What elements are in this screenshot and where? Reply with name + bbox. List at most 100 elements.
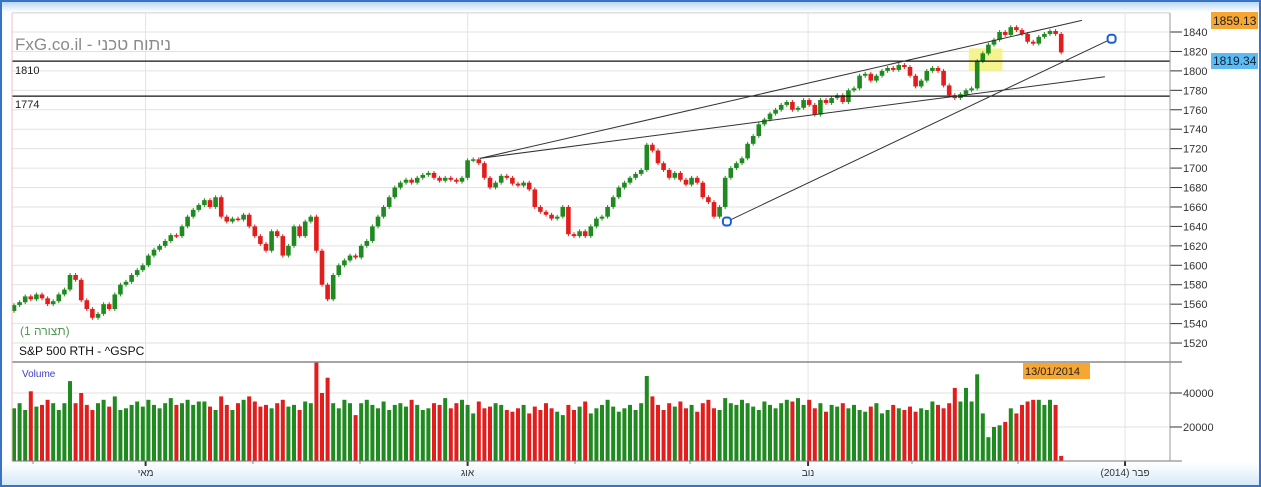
candle: [230, 216, 235, 224]
candle: [650, 142, 655, 153]
candle: [510, 175, 515, 186]
volume-bar: [1020, 404, 1024, 461]
volume-bar: [331, 403, 336, 461]
candle: [123, 279, 129, 287]
volume-bar: [544, 403, 548, 461]
candle-body: [1014, 27, 1019, 31]
candle: [470, 157, 476, 163]
trendline[interactable]: [479, 19, 1083, 159]
volume-bar: [700, 403, 705, 461]
volume-bar: [656, 404, 660, 461]
candle: [616, 185, 622, 200]
candle: [795, 105, 801, 112]
volume-bar: [986, 437, 991, 461]
volume-bar: [510, 411, 515, 461]
trendline-handle[interactable]: [1106, 33, 1117, 44]
volume-bar: [370, 404, 375, 461]
candle: [269, 229, 274, 253]
candle-body: [252, 226, 258, 237]
y-tick-label: 1800: [1183, 66, 1207, 78]
candle-body: [935, 67, 941, 71]
candle: [622, 180, 627, 190]
candle: [454, 177, 459, 184]
candle: [196, 203, 202, 212]
volume-bar: [1042, 404, 1047, 461]
volume-bar: [504, 410, 509, 461]
candle: [745, 141, 750, 161]
volume-bar: [852, 404, 856, 461]
volume-bar: [252, 401, 257, 461]
volume-bar: [471, 413, 476, 461]
candle: [420, 172, 426, 180]
candle-body: [151, 249, 157, 256]
volume-bar: [269, 408, 274, 461]
candle: [386, 195, 392, 209]
candle: [946, 83, 952, 98]
volume-bar: [185, 399, 190, 461]
candle-body: [39, 294, 45, 299]
candle: [627, 175, 633, 185]
y-tick-label: 1740: [1183, 124, 1207, 136]
candle: [1002, 30, 1008, 37]
candle: [571, 232, 577, 239]
volume-bar: [527, 413, 532, 461]
candle-body: [11, 305, 17, 311]
candle-body: [633, 173, 638, 178]
volume-bar: [902, 410, 907, 461]
volume-bar: [336, 408, 341, 461]
volume-bar: [549, 408, 554, 461]
volume-bar: [790, 401, 795, 461]
volume-bar: [34, 406, 39, 461]
candle-body: [246, 214, 252, 227]
candle-body: [190, 209, 196, 217]
candle-body: [823, 100, 829, 103]
candle-body: [370, 226, 375, 241]
y-tick-label: 1760: [1183, 105, 1207, 117]
candle: [913, 73, 918, 89]
volume-bar: [908, 406, 912, 461]
volume-bar: [1008, 408, 1013, 461]
volume-bar: [404, 406, 408, 461]
volume-bar: [488, 406, 492, 461]
y-tick-label: 1780: [1183, 85, 1207, 97]
candle-body: [571, 234, 577, 237]
volume-bar: [717, 410, 722, 461]
candle-body: [924, 70, 930, 81]
volume-bar: [958, 401, 963, 461]
trendline[interactable]: [479, 76, 1105, 159]
candle: [342, 258, 347, 268]
candle: [689, 175, 694, 187]
volume-bar: [241, 399, 246, 461]
candle: [700, 180, 706, 200]
volume-bar: [1003, 421, 1008, 461]
candle-body: [700, 182, 706, 198]
candle-body: [420, 174, 426, 178]
candle-body: [874, 75, 879, 81]
candle: [890, 66, 896, 72]
candle-body: [280, 236, 286, 256]
candle-body: [566, 206, 571, 235]
volume-bar: [913, 411, 918, 461]
x-tick-label: מאי: [138, 468, 154, 479]
volume-bar: [163, 403, 168, 461]
candle: [50, 299, 56, 307]
volume-y-tick-label: 40000: [1183, 388, 1214, 400]
volume-bar: [79, 393, 84, 461]
trendline[interactable]: [726, 38, 1112, 222]
candle: [930, 66, 935, 73]
volume-bar: [359, 403, 364, 461]
candle: [515, 181, 521, 188]
trendline-handle[interactable]: [721, 216, 732, 227]
cursor-date-badge: 13/01/2014: [1025, 366, 1080, 378]
volume-bar: [348, 403, 352, 461]
candle-body: [812, 104, 818, 115]
candle-body: [62, 289, 67, 295]
volume-bar: [476, 401, 481, 461]
candle: [1030, 39, 1036, 46]
candle-body: [868, 73, 874, 81]
candle: [73, 273, 78, 282]
volume-bar: [572, 410, 576, 461]
y-tick-label: 1560: [1183, 299, 1207, 311]
candle-body: [599, 216, 605, 219]
